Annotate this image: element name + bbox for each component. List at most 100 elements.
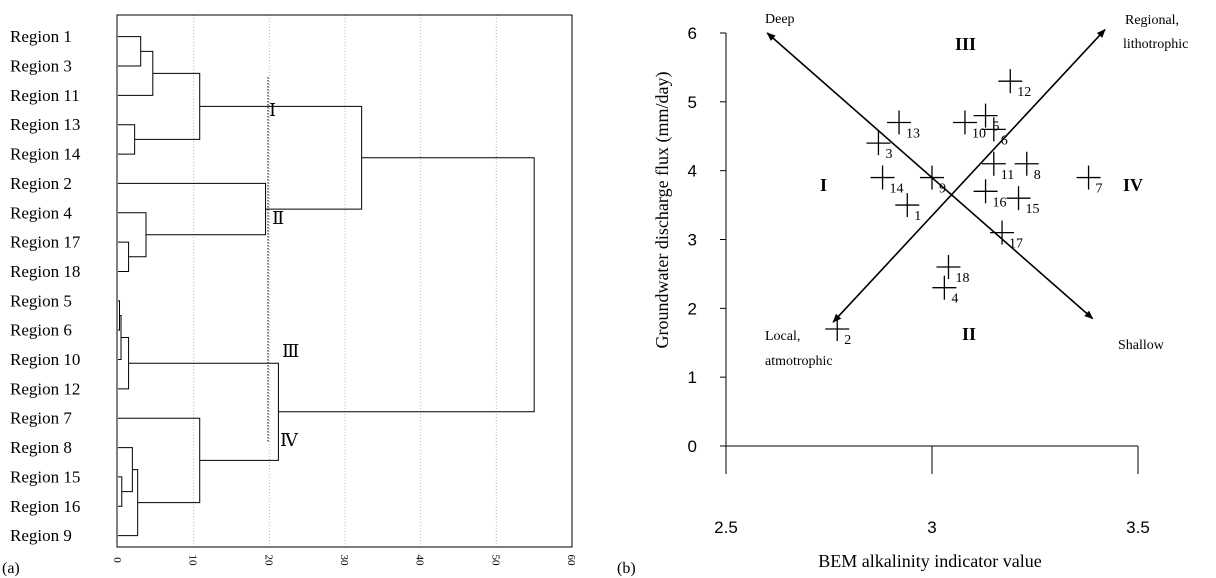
point-label: 17 [1009,237,1023,252]
dendrogram-link [118,476,123,507]
quadrant-label-i: I [820,175,827,195]
leaf-label: Region 17 [10,233,81,252]
x-tick-label: 20 [262,555,274,567]
point-label: 14 [890,182,904,197]
local-label-line2: atmotrophic [765,354,833,369]
dendrogram-link [118,124,136,155]
dendrogram-link [128,362,279,461]
leaf-labels: Region 1 Region 3 Region 11 Region 13 Region… [10,27,81,545]
local-label-line1: Local, [765,329,800,344]
point-label: 18 [955,271,969,286]
x-tick-label: 30 [338,555,350,567]
x-tick-label: 40 [414,555,426,567]
leaf-label: Region 8 [10,438,72,457]
cluster-label-iv: Ⅳ [280,430,299,451]
dendrogram-link [199,105,363,210]
x-axis-ticks: 2.5 3 3.5 [714,446,1150,537]
dendrogram-link [118,300,121,331]
dendrogram-frame [116,14,573,548]
y-tick-label: 0 [688,437,697,456]
point-label: 7 [1096,182,1103,197]
point-label: 12 [1017,85,1031,100]
leaf-label: Region 15 [10,467,80,486]
point-label: 5 [993,120,1000,135]
shallow-label: Shallow [1118,338,1165,353]
leaf-label: Region 2 [10,174,72,193]
leaf-label: Region 6 [10,321,72,340]
point-label: 16 [993,195,1007,210]
point-label: 10 [972,126,986,141]
dendrogram-link [118,469,139,537]
y-axis-label: Groundwater discharge flux (mm/day) [652,71,673,348]
x-tick-label: 3 [927,518,936,537]
point-label: 2 [844,333,851,348]
point-label: 8 [1034,168,1041,183]
y-axis-ticks: 0 1 2 3 4 5 6 [688,24,726,456]
x-tick-label: 0 [111,557,123,563]
point-label: 13 [906,126,920,141]
dendrogram-grid [193,15,497,547]
local-regional-arrow [832,28,1106,323]
y-tick-label: 1 [688,368,697,387]
point-label: 6 [1001,133,1008,148]
x-tick-label: 10 [187,555,199,567]
leaf-label: Region 3 [10,57,72,76]
x-tick-label: 60 [565,555,577,567]
leaf-label: Region 13 [10,115,80,134]
leaf-label: Region 10 [10,350,80,369]
deep-shallow-arrow [766,32,1094,320]
leaf-label: Region 14 [10,145,81,164]
y-tick-label: 6 [688,24,697,43]
cluster-label-ii: Ⅱ [272,208,284,229]
dendrogram-link [118,212,147,258]
dendrogram-panel: Region 1 Region 3 Region 11 Region 13 Region… [2,14,577,577]
point-label: 4 [951,292,958,307]
x-tick-label: 3.5 [1126,518,1150,537]
leaf-label: Region 12 [10,379,80,398]
leaf-label: Region 4 [10,203,72,222]
point-label: 1 [914,209,921,224]
dendrogram-link [118,417,201,504]
x-tick-label: 2.5 [714,518,738,537]
point-label: 3 [885,147,892,162]
dendrogram-branches [118,36,535,537]
quadrant-label-iii: III [955,34,976,54]
point-label: 11 [1001,168,1014,183]
regional-label-line1: Regional, [1125,13,1179,28]
quadrant-label-iv: IV [1123,175,1143,195]
panel-label-b: (b) [617,560,636,577]
leaf-label: Region 9 [10,526,72,545]
x-tick-label: 50 [489,555,501,567]
dendrogram-link [118,241,130,272]
dendrogram-link [118,50,154,96]
dendrogram-link [118,36,142,67]
dendrogram-link [118,447,133,493]
y-tick-label: 4 [688,162,697,181]
cluster-label-i: Ⅰ [269,100,276,121]
point-label: 15 [1026,202,1040,217]
dendrogram-link [134,72,201,140]
leaf-label: Region 16 [10,497,80,516]
leaf-label: Region 11 [10,86,80,105]
panel-label-a: (a) [2,560,20,577]
dendrogram-link [118,182,267,236]
y-tick-label: 3 [688,231,697,250]
dendrogram-x-ticks: 0 10 20 30 40 50 60 [111,555,577,567]
deep-label: Deep [765,12,795,27]
leaf-label: Region 5 [10,291,72,310]
y-tick-label: 5 [688,93,697,112]
cluster-label-iii: Ⅲ [282,341,299,362]
dendrogram-link [278,157,535,413]
point-label: 9 [939,182,946,197]
x-axis-label: BEM alkalinity indicator value [818,551,1041,571]
y-tick-label: 2 [688,299,697,318]
leaf-label: Region 1 [10,27,72,46]
trend-arrows [766,28,1106,323]
dendrogram-link [118,337,130,390]
leaf-label: Region 7 [10,409,72,428]
regional-label-line2: lithotrophic [1123,37,1188,52]
quadrant-label-ii: II [962,324,976,344]
